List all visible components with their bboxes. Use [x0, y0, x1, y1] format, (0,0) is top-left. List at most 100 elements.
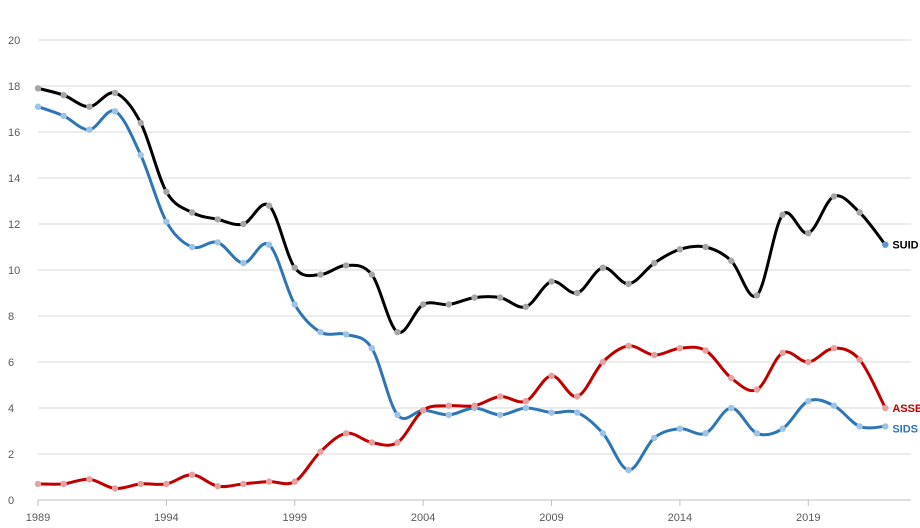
data-point-assb: [548, 372, 555, 379]
data-point-sids: [188, 243, 196, 251]
data-point-sids: [522, 404, 530, 412]
series-line-suid: [36, 86, 887, 335]
data-point-assb: [651, 351, 658, 359]
data-point-assb: [188, 471, 196, 478]
data-point-suid: [137, 119, 144, 127]
axes: 0 2 4 6 8 10 12 14 16 18 20 1989 1994 1999 2004 2009 201…: [8, 35, 911, 524]
series-label-assb: ASSB: [892, 403, 920, 415]
data-point-sids: [394, 411, 401, 419]
y-tick-label: 6: [8, 357, 14, 369]
data-point-assb: [137, 480, 144, 488]
data-point-assb: [214, 483, 221, 490]
data-point-sids: [317, 328, 324, 336]
data-point-sids: [702, 430, 709, 437]
series-line-assb: [36, 344, 887, 491]
y-tick-label: 14: [8, 173, 20, 185]
data-point-suid: [471, 294, 478, 301]
data-point-assb: [625, 342, 632, 350]
data-point-assb: [599, 358, 607, 366]
data-point-suid: [394, 328, 401, 336]
data-point-assb: [882, 404, 889, 412]
data-point-assb: [368, 439, 375, 446]
series-lines: [36, 86, 887, 491]
data-point-assb: [86, 476, 93, 483]
data-point-sids: [214, 239, 221, 246]
series-markers: [34, 85, 889, 492]
y-tick-label: 0: [8, 495, 14, 507]
data-point-suid: [188, 209, 196, 216]
data-point-sids: [676, 425, 684, 432]
series-line-sids: [36, 105, 887, 472]
data-point-suid: [342, 262, 350, 269]
data-point-assb: [496, 393, 504, 400]
data-point-assb: [394, 439, 401, 446]
data-point-assb: [779, 349, 786, 356]
data-point-assb: [728, 374, 735, 382]
data-point-suid: [317, 271, 324, 278]
data-point-assb: [265, 478, 273, 485]
x-tick-label: 2004: [411, 512, 435, 524]
data-point-suid: [86, 103, 93, 110]
data-point-suid: [574, 289, 581, 297]
data-point-suid: [779, 211, 786, 218]
series-label-sids: SIDS: [892, 423, 918, 435]
data-point-sids: [265, 241, 273, 248]
data-point-sids: [779, 425, 786, 432]
data-point-sids: [599, 430, 607, 437]
data-point-assb: [856, 356, 863, 363]
data-point-sids: [342, 331, 350, 338]
data-point-sids: [856, 423, 863, 430]
data-point-assb: [753, 386, 761, 393]
series-labels: SUID SIDS ASSB: [892, 240, 920, 436]
data-point-sids: [728, 404, 735, 412]
data-point-sids: [574, 409, 581, 416]
data-point-suid: [163, 188, 170, 195]
data-point-sids: [496, 411, 504, 419]
data-point-assb: [419, 407, 427, 414]
data-point-assb: [317, 448, 324, 455]
data-point-sids: [291, 301, 298, 308]
data-point-sids: [651, 434, 658, 442]
y-tick-label: 12: [8, 219, 20, 231]
data-point-sids: [753, 430, 761, 437]
data-point-suid: [856, 209, 863, 216]
data-point-suid: [830, 193, 838, 200]
data-point-suid: [522, 303, 530, 310]
series-label-suid: SUID: [892, 240, 918, 252]
data-point-sids: [137, 151, 144, 159]
data-point-assb: [522, 397, 530, 405]
data-point-assb: [111, 485, 119, 492]
data-point-suid: [676, 246, 684, 253]
data-point-suid: [34, 85, 42, 92]
data-point-sids: [368, 345, 375, 352]
data-point-suid: [214, 216, 221, 223]
y-tick-label: 8: [8, 311, 14, 323]
data-point-suid: [291, 264, 298, 271]
data-point-suid: [702, 243, 709, 251]
data-point-assb: [342, 430, 350, 437]
data-point-sids: [240, 259, 247, 267]
data-point-suid: [111, 89, 119, 97]
data-point-assb: [445, 402, 453, 409]
data-point-sids: [163, 218, 170, 225]
y-tick-label: 4: [8, 403, 14, 415]
data-point-sids: [86, 126, 93, 133]
y-tick-label: 2: [8, 449, 14, 461]
data-point-sids: [882, 423, 889, 430]
y-tick-label: 20: [8, 35, 20, 47]
data-point-suid: [728, 257, 735, 264]
data-point-suid: [240, 220, 247, 228]
data-point-suid: [368, 271, 375, 278]
data-point-assb: [34, 480, 42, 488]
data-point-assb: [60, 480, 67, 488]
x-tick-label: 2019: [796, 512, 820, 524]
data-point-suid: [625, 280, 632, 287]
data-point-suid: [882, 241, 889, 248]
data-point-assb: [291, 478, 298, 485]
data-point-sids: [625, 466, 632, 474]
y-tick-label: 16: [8, 127, 20, 139]
data-point-sids: [830, 402, 838, 409]
data-point-suid: [753, 292, 761, 299]
gridlines: [38, 39, 911, 455]
